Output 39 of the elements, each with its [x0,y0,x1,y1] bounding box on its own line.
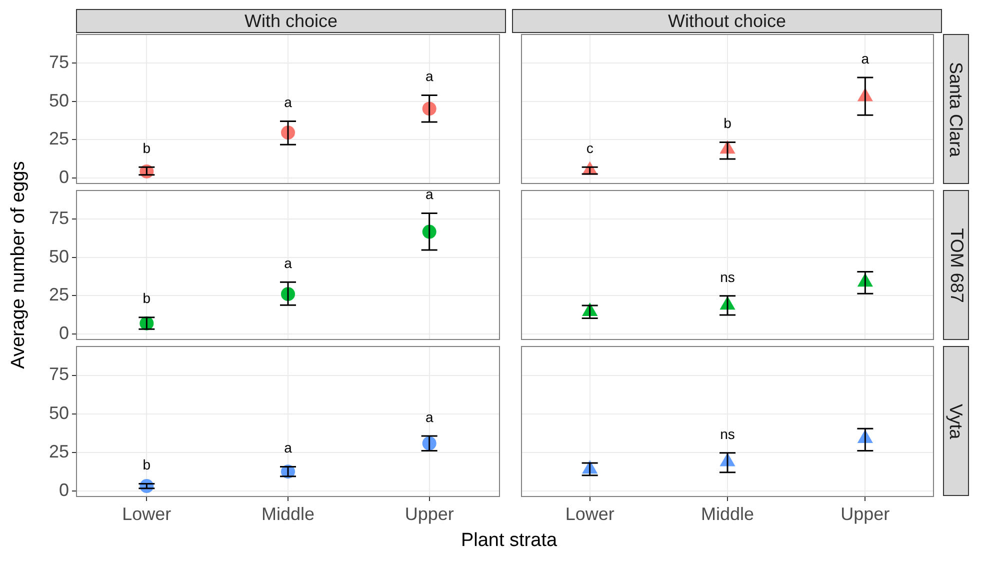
x-tick-label: Middle [261,504,315,524]
chart-title: With choice [76,9,506,33]
chart-title: Without choice [512,9,942,33]
annotation: b [142,140,151,156]
x-tick-label: Lower [122,504,172,524]
x-tick-label: Lower [565,504,614,524]
y-tick-label: 75 [48,364,69,384]
annotation: a [425,68,434,84]
annotation: c [586,140,594,156]
y2-axis-title: Vyta [946,403,967,439]
y-tick-label: 0 [58,166,69,187]
annotation: ns [720,426,735,442]
annotation: b [142,290,151,306]
annotation: a [284,440,292,456]
annotation: b [724,115,732,132]
x-axis-title: Plant strata [460,530,558,552]
x-tick-label: Upper [404,504,454,524]
annotation: a [425,408,434,425]
y-tick-label: 0 [58,322,69,343]
annotation: a [284,255,292,271]
y-tick-label: 50 [48,246,69,266]
y-tick-label: 25 [48,128,69,149]
annotation: a [425,186,434,202]
y-tick-label: 50 [48,402,69,423]
y-tick-label: 50 [48,90,69,110]
x-tick-label: Upper [840,504,890,524]
y-tick-label: 75 [48,52,69,72]
annotation: b [142,456,151,473]
annotation: a [861,50,870,66]
y2-axis-title: TOM 687 [946,228,967,302]
y-tick-label: 0 [58,480,69,500]
y-tick-label: 25 [48,441,69,462]
annotation: a [284,94,292,110]
x-tick-label: Middle [700,504,754,524]
y2-axis-title: Santa Clara [946,61,966,157]
y-tick-label: 25 [48,284,69,305]
y-axis-title: Average number of eggs [8,161,30,369]
annotation: ns [720,268,735,285]
y-tick-label: 75 [48,208,69,228]
